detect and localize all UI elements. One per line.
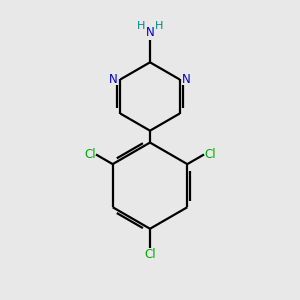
Text: Cl: Cl <box>144 248 156 261</box>
Text: N: N <box>182 73 191 86</box>
Text: Cl: Cl <box>204 148 216 161</box>
Text: N: N <box>109 73 118 86</box>
Text: H: H <box>137 21 145 31</box>
Text: H: H <box>155 21 163 31</box>
Text: N: N <box>146 26 154 39</box>
Text: Cl: Cl <box>84 148 96 161</box>
